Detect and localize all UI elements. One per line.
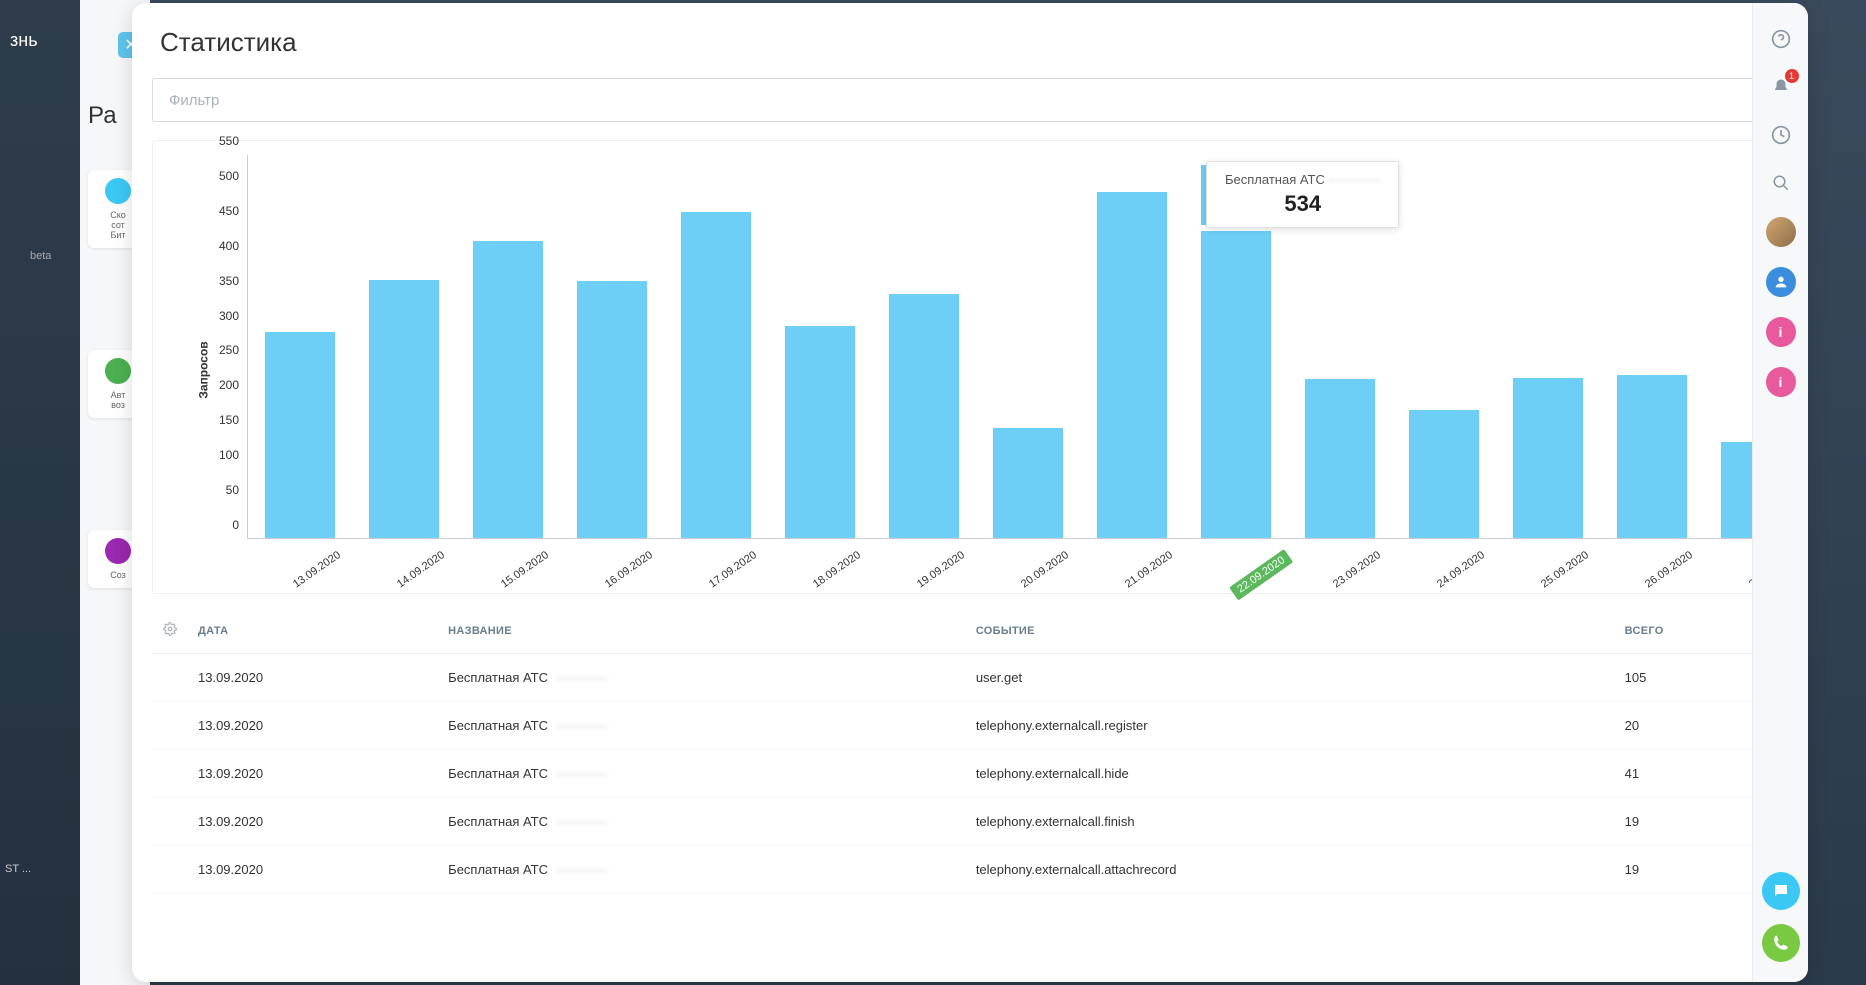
y-tick: 500 — [219, 169, 239, 183]
chart-bar[interactable] — [1097, 192, 1168, 538]
x-tick-label: 18.09.2020 — [811, 549, 863, 590]
filter-bar — [152, 78, 1788, 122]
cell-event: telephony.externalcall.attachrecord — [966, 846, 1615, 894]
cell-date: 13.09.2020 — [188, 702, 438, 750]
table-row[interactable]: 13.09.2020Бесплатная АТС ————telephony.e… — [152, 798, 1788, 846]
bg-beta-label: beta — [30, 250, 51, 262]
chart-bar[interactable] — [577, 281, 648, 538]
x-tick-label: 21.09.2020 — [1123, 549, 1175, 590]
chart-bar[interactable] — [1305, 379, 1376, 538]
cell-name: Бесплатная АТС ———— — [438, 798, 966, 846]
x-tick-label: 13.09.2020 — [291, 549, 343, 590]
bg-left-sidebar: знь beta ST ... — [0, 0, 80, 985]
y-tick: 250 — [219, 343, 239, 357]
content-scroll[interactable]: Запросов 0501001502002503003504004505005… — [132, 78, 1808, 977]
x-tick-label: 14.09.2020 — [395, 549, 447, 590]
notifications-icon[interactable]: 1 — [1767, 73, 1795, 101]
main-panel: Статистика Запросов 05010015020025030035… — [132, 3, 1808, 982]
gear-icon — [163, 622, 177, 636]
x-tick-label: 23.09.2020 — [1331, 549, 1383, 590]
y-tick: 150 — [219, 413, 239, 427]
info-icon-2[interactable]: i — [1766, 367, 1796, 397]
cell-name: Бесплатная АТС ———— — [438, 846, 966, 894]
y-tick: 200 — [219, 378, 239, 392]
chart-tooltip: Бесплатная АТС ————534 — [1206, 161, 1399, 228]
gear-header[interactable] — [152, 608, 188, 654]
table-header-row: ДАТА НАЗВАНИЕ СОБЫТИЕ ВСЕГО — [152, 608, 1788, 654]
x-tick-label: 16.09.2020 — [603, 549, 655, 590]
y-axis-ticks: 050100150200250300350400450500550 — [207, 155, 247, 585]
y-tick: 550 — [219, 134, 239, 148]
stats-table: ДАТА НАЗВАНИЕ СОБЫТИЕ ВСЕГО 13.09.2020Бе… — [152, 608, 1788, 894]
chart-bar[interactable] — [889, 294, 960, 538]
cell-date: 13.09.2020 — [188, 750, 438, 798]
chart-bar[interactable] — [1617, 375, 1688, 538]
filter-input[interactable] — [152, 78, 1788, 122]
right-rail: 1 i i — [1752, 3, 1808, 982]
x-tick-label: 24.09.2020 — [1435, 549, 1487, 590]
chart-bar[interactable] — [681, 212, 752, 538]
x-tick-label: 20.09.2020 — [1019, 549, 1071, 590]
col-event[interactable]: СОБЫТИЕ — [966, 608, 1615, 654]
x-tick-label: 19.09.2020 — [915, 549, 967, 590]
x-tick-label: 26.09.2020 — [1643, 549, 1695, 590]
table-row[interactable]: 13.09.2020Бесплатная АТС ————telephony.e… — [152, 750, 1788, 798]
search-rail-icon[interactable] — [1767, 169, 1795, 197]
people-icon[interactable] — [1766, 267, 1796, 297]
x-tick-label: 25.09.2020 — [1539, 549, 1591, 590]
cell-name: Бесплатная АТС ———— — [438, 702, 966, 750]
chart-card: Запросов 0501001502002503003504004505005… — [152, 140, 1788, 594]
bg-st-label: ST ... — [5, 863, 31, 875]
y-tick: 100 — [219, 448, 239, 462]
chart-bar[interactable] — [265, 332, 336, 538]
chart-bar[interactable] — [473, 241, 544, 538]
chart-bar[interactable] — [993, 428, 1064, 538]
cell-name: Бесплатная АТС ———— — [438, 750, 966, 798]
table-card: ДАТА НАЗВАНИЕ СОБЫТИЕ ВСЕГО 13.09.2020Бе… — [152, 608, 1788, 894]
cell-event: telephony.externalcall.finish — [966, 798, 1615, 846]
x-tick-label: 22.09.2020 — [1229, 549, 1293, 601]
chart-bar[interactable] — [1513, 378, 1584, 538]
notif-badge: 1 — [1785, 69, 1799, 83]
chat-fab[interactable] — [1762, 872, 1800, 910]
bg-top-text: знь — [10, 30, 38, 51]
cell-date: 13.09.2020 — [188, 654, 438, 702]
cell-date: 13.09.2020 — [188, 798, 438, 846]
cell-event: telephony.externalcall.register — [966, 702, 1615, 750]
bg-ra-text: Ра — [88, 102, 117, 130]
chart-bar[interactable] — [369, 280, 440, 538]
y-tick: 400 — [219, 239, 239, 253]
table-row[interactable]: 13.09.2020Бесплатная АТС ————telephony.e… — [152, 846, 1788, 894]
col-name[interactable]: НАЗВАНИЕ — [438, 608, 966, 654]
y-tick: 300 — [219, 309, 239, 323]
chart-area: Запросов 0501001502002503003504004505005… — [213, 155, 1767, 585]
x-tick-label: 15.09.2020 — [499, 549, 551, 590]
x-tick-label: 17.09.2020 — [707, 549, 759, 590]
user-avatar[interactable] — [1766, 217, 1796, 247]
x-axis-labels: 13.09.2020 14.09.2020 15.09.2020 16.09.2020… — [247, 543, 1767, 589]
y-tick: 50 — [226, 483, 239, 497]
cell-event: user.get — [966, 654, 1615, 702]
table-row[interactable]: 13.09.2020Бесплатная АТС ————user.get105 — [152, 654, 1788, 702]
chart-plot[interactable]: Бесплатная АТС ————534 — [247, 155, 1767, 539]
table-row[interactable]: 13.09.2020Бесплатная АТС ————telephony.e… — [152, 702, 1788, 750]
page-title: Статистика — [132, 3, 1808, 78]
y-tick: 0 — [232, 518, 239, 532]
y-tick: 450 — [219, 204, 239, 218]
cell-date: 13.09.2020 — [188, 846, 438, 894]
cell-event: telephony.externalcall.hide — [966, 750, 1615, 798]
y-tick: 350 — [219, 274, 239, 288]
help-icon[interactable] — [1767, 25, 1795, 53]
chart-bar[interactable] — [1409, 410, 1480, 538]
col-date[interactable]: ДАТА — [188, 608, 438, 654]
cell-name: Бесплатная АТС ———— — [438, 654, 966, 702]
chart-bar[interactable] — [1201, 231, 1272, 538]
phone-fab[interactable] — [1762, 924, 1800, 962]
info-icon-1[interactable]: i — [1766, 317, 1796, 347]
chart-bar[interactable] — [785, 326, 856, 538]
clock-icon[interactable] — [1767, 121, 1795, 149]
